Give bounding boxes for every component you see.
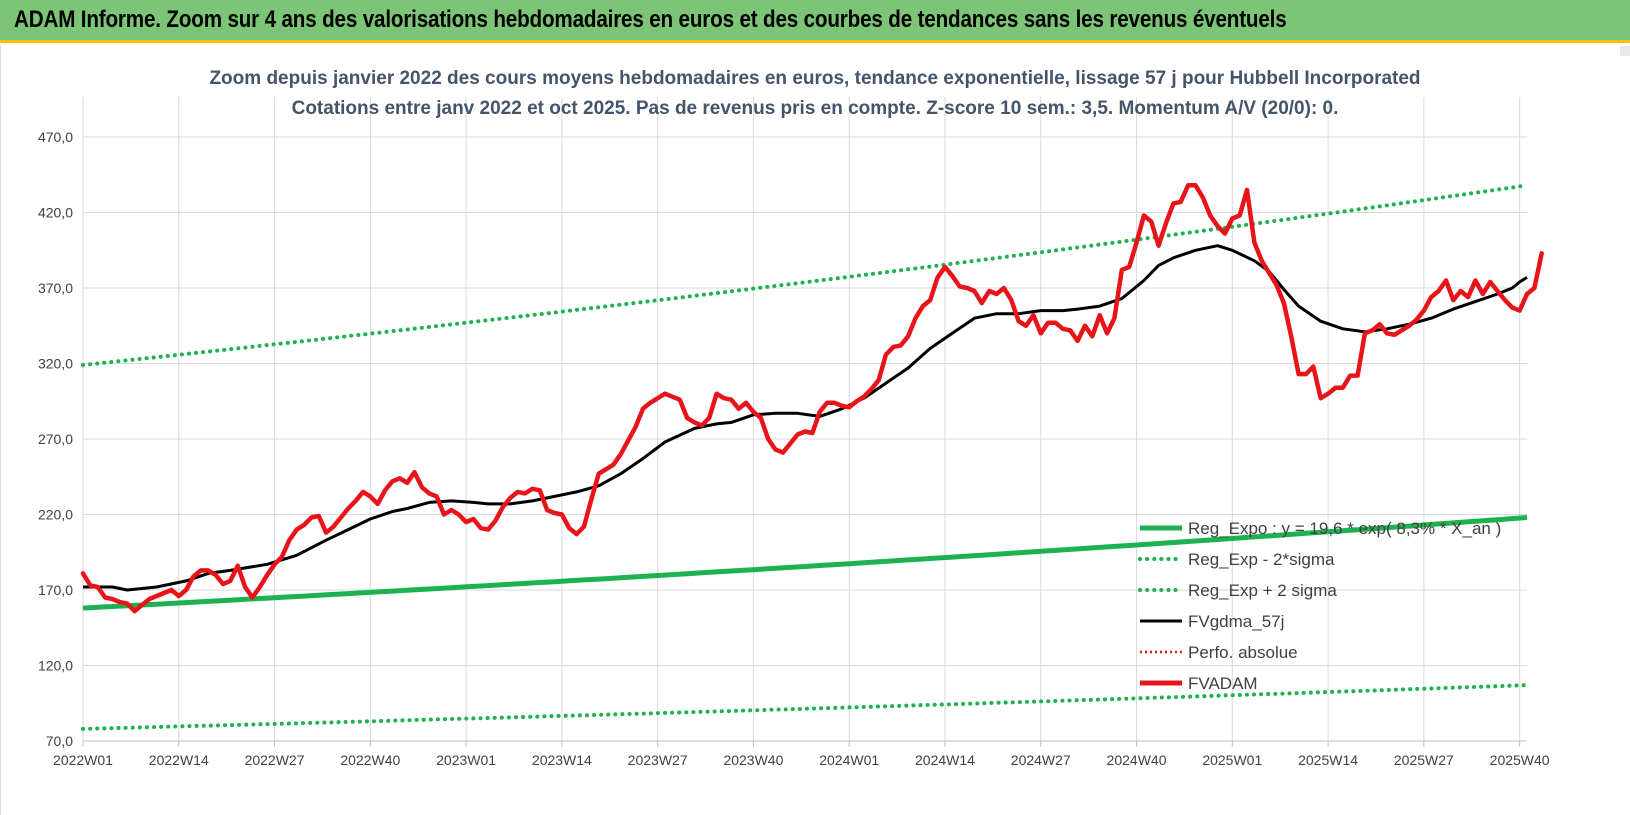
banner-title: ADAM Informe. Zoom sur 4 ans des valoris…: [14, 6, 1287, 33]
chart-series: [80, 183, 1544, 731]
y-tick-label: 370,0: [38, 280, 73, 296]
chart-legend: Reg_Expo : y = 19,6 * exp( 8,3% * X_an )…: [1138, 519, 1501, 693]
x-tick-label: 2024W27: [1011, 752, 1071, 768]
x-axis: 2022W01 2022W14 2022W27 2022W40 2023W01 2023W…: [53, 740, 1550, 768]
y-tick-label: 220,0: [38, 507, 73, 523]
x-tick-label: 2023W27: [628, 752, 688, 768]
x-tick-label: 2023W01: [436, 752, 496, 768]
x-tick-label: 2022W01: [53, 752, 113, 768]
y-axis: 70,0 120,0 170,0 220,0 270,0 320,0 370,0 420,0 4…: [38, 129, 73, 749]
y-tick-label: 270,0: [38, 431, 73, 447]
x-tick-label: 2022W27: [245, 752, 305, 768]
corner-decoration: [1620, 46, 1630, 56]
x-tick-label: 2025W40: [1490, 752, 1550, 768]
y-tick-label: 470,0: [38, 129, 73, 145]
report-banner: ADAM Informe. Zoom sur 4 ans des valoris…: [0, 0, 1630, 43]
y-tick-label: 320,0: [38, 356, 73, 372]
x-tick-label: 2024W40: [1107, 752, 1167, 768]
y-tick-label: 420,0: [38, 205, 73, 221]
y-tick-label: 70,0: [46, 733, 73, 749]
y-tick-label: 120,0: [38, 658, 73, 674]
legend-label-price: FVADAM: [1188, 674, 1258, 693]
x-tick-label: 2023W14: [532, 752, 592, 768]
x-tick-label: 2024W14: [915, 752, 975, 768]
chart-subtitle: Cotations entre janv 2022 et oct 2025. P…: [292, 98, 1339, 119]
series-reg-exp-plus-2sigma: [81, 183, 1529, 367]
legend-label-lower: Reg_Exp - 2*sigma: [1188, 550, 1335, 569]
chart-title: Zoom depuis janvier 2022 des cours moyen…: [209, 68, 1420, 89]
series-reg-exp-minus-2sigma: [81, 683, 1529, 731]
x-tick-label: 2022W14: [149, 752, 209, 768]
x-tick-label: 2025W14: [1298, 752, 1358, 768]
x-tick-label: 2022W40: [340, 752, 400, 768]
x-tick-label: 2024W01: [819, 752, 879, 768]
series-fvgdma-57j: [83, 244, 1528, 592]
x-tick-label: 2025W01: [1202, 752, 1262, 768]
x-tick-label: 2025W27: [1394, 752, 1454, 768]
legend-label-upper: Reg_Exp + 2 sigma: [1188, 581, 1337, 600]
legend-label-trend: Reg_Expo : y = 19,6 * exp( 8,3% * X_an ): [1188, 519, 1501, 538]
legend-label-perf: Perfo. absolue: [1188, 643, 1298, 662]
series-fvadam: [80, 183, 1544, 614]
y-tick-label: 170,0: [38, 582, 73, 598]
chart-frame: [0, 46, 1630, 815]
chart-gridlines: [82, 97, 1527, 742]
x-tick-label: 2023W40: [723, 752, 783, 768]
legend-label-smooth: FVgdma_57j: [1188, 612, 1284, 631]
series-reg-expo: [82, 515, 1528, 611]
